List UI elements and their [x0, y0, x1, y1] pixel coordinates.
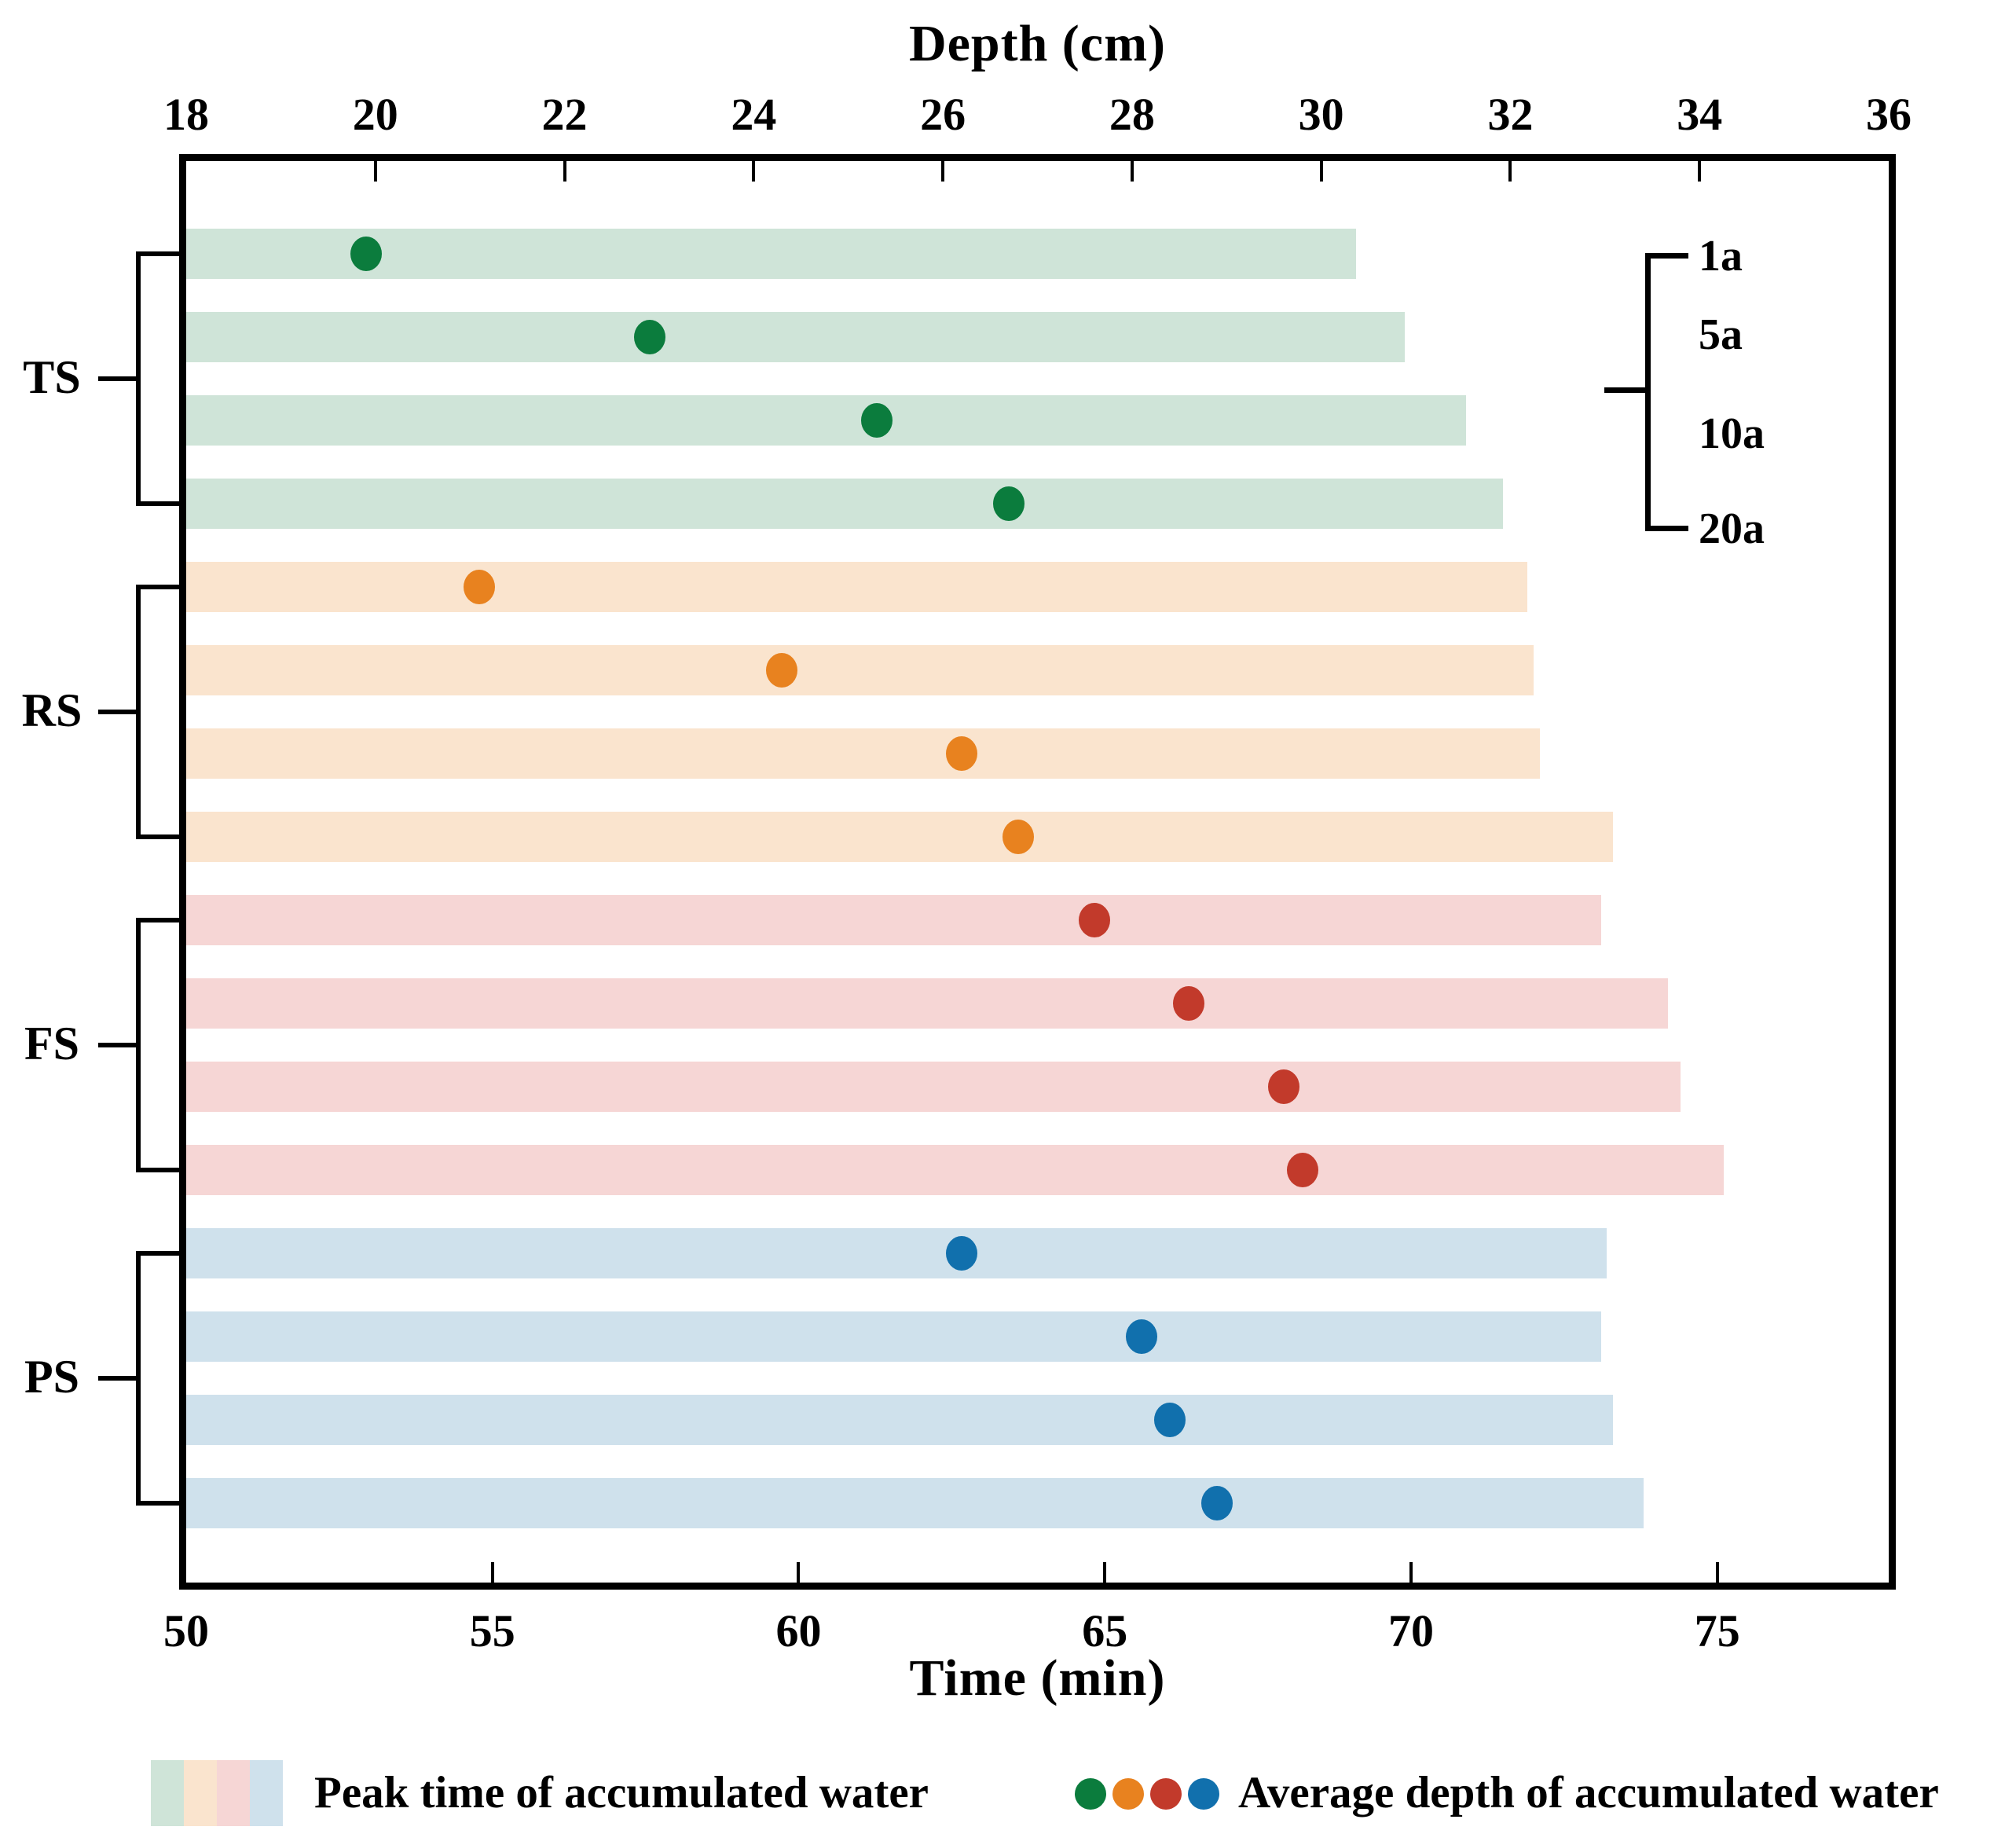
bottom-tick-label-60: 60: [775, 1605, 822, 1656]
legend-dot-PS: [1188, 1778, 1219, 1810]
bottom-tick-65: [1103, 1562, 1107, 1583]
legend-dot-RS: [1112, 1778, 1144, 1810]
top-tick-label-20: 20: [352, 89, 398, 140]
bottom-tick-55: [490, 1562, 494, 1583]
bottom-tick-label-55: 55: [469, 1605, 515, 1656]
top-tick-label-32: 32: [1487, 89, 1534, 140]
dot-PS-10a: [1154, 1403, 1186, 1437]
bottom-tick-label-65: 65: [1082, 1605, 1128, 1656]
top-tick-label-36: 36: [1866, 89, 1912, 140]
dot-RS-1a: [464, 570, 496, 604]
top-tick-label-18: 18: [163, 89, 209, 140]
legend-dot-TS: [1075, 1778, 1106, 1810]
top-tick-34: [1698, 161, 1702, 182]
bar-PS-20a: [186, 1478, 1644, 1528]
group-label-FS: FS: [24, 1018, 80, 1069]
bottom-axis-title: Time (min): [909, 1649, 1166, 1707]
dot-FS-5a: [1173, 986, 1205, 1021]
dot-TS-20a: [993, 486, 1025, 521]
bottom-tick-label-70: 70: [1387, 1605, 1434, 1656]
bottom-tick-70: [1409, 1562, 1413, 1583]
legend-bars-label: Peak time of accumulated water: [314, 1768, 929, 1817]
bar-TS-20a: [186, 479, 1503, 529]
top-tick-32: [1508, 161, 1512, 182]
plot-area: TS RS FS PS 1a 5a 10a 20a: [22, 154, 1896, 1590]
bar-TS-5a: [186, 312, 1406, 362]
bar-TS-10a: [186, 395, 1467, 446]
group-bracket-FS: [136, 918, 186, 1172]
legend-swatch-stripe-FS: [217, 1760, 250, 1826]
dot-FS-10a: [1267, 1069, 1299, 1104]
return-period-label-20a: 20a: [1699, 504, 1765, 553]
group-label-TS: TS: [23, 351, 81, 403]
top-tick-26: [941, 161, 945, 182]
bar-PS-5a: [186, 1311, 1601, 1362]
dot-PS-20a: [1201, 1486, 1233, 1520]
legend-dot-FS: [1150, 1778, 1182, 1810]
return-period-bracket-bottom-cap: [1645, 526, 1688, 531]
top-tick-label-30: 30: [1298, 89, 1344, 140]
bar-FS-10a: [186, 1062, 1681, 1112]
group-bracket-RS: [136, 585, 186, 839]
group-label-RS: RS: [21, 684, 82, 736]
group-bracket-PS: [136, 1251, 186, 1506]
dot-TS-10a: [860, 403, 893, 438]
bottom-tick-label-75: 75: [1694, 1605, 1740, 1656]
legend-dots-label: Average depth of accumulated water: [1238, 1768, 1939, 1817]
top-axis-title: Depth (cm): [908, 15, 1167, 72]
group-label-PS: PS: [24, 1351, 80, 1403]
legend-bar-swatch: [151, 1760, 283, 1826]
dot-RS-10a: [946, 736, 978, 771]
return-period-label-10a: 10a: [1699, 409, 1765, 458]
top-tick-label-22: 22: [541, 89, 588, 140]
top-tick-20: [373, 161, 377, 182]
top-tick-24: [752, 161, 756, 182]
group-tick-FS: [98, 1043, 136, 1047]
bar-RS-20a: [186, 812, 1614, 862]
bar-FS-5a: [186, 978, 1669, 1029]
dot-RS-20a: [1003, 820, 1035, 854]
legend-swatch-stripe-RS: [184, 1760, 217, 1826]
bottom-tick-label-50: 50: [163, 1605, 209, 1656]
bar-RS-1a: [186, 562, 1528, 612]
bar-RS-5a: [186, 645, 1534, 695]
top-tick-30: [1319, 161, 1323, 182]
legend-swatch-stripe-TS: [151, 1760, 184, 1826]
return-period-bracket-top-cap: [1645, 253, 1688, 259]
return-period-label-1a: 1a: [1699, 232, 1743, 281]
bottom-tick-60: [797, 1562, 801, 1583]
dot-TS-1a: [350, 237, 382, 271]
bottom-tick-75: [1715, 1562, 1719, 1583]
dot-PS-5a: [1125, 1319, 1157, 1354]
bar-FS-1a: [186, 895, 1601, 945]
group-tick-TS: [98, 376, 136, 381]
return-period-label-5a: 5a: [1699, 310, 1743, 359]
group-tick-RS: [98, 710, 136, 714]
dot-FS-1a: [1078, 903, 1110, 937]
bar-PS-1a: [186, 1228, 1607, 1278]
return-period-bracket-vertical: [1645, 253, 1651, 531]
bar-FS-20a: [186, 1145, 1724, 1195]
top-tick-label-34: 34: [1677, 89, 1723, 140]
dot-TS-5a: [633, 320, 665, 354]
return-period-bracket-mid-tick: [1604, 387, 1645, 393]
group-tick-PS: [98, 1376, 136, 1381]
top-tick-22: [563, 161, 566, 182]
top-tick-label-26: 26: [920, 89, 966, 140]
top-tick-label-24: 24: [731, 89, 777, 140]
legend-swatch-stripe-PS: [250, 1760, 283, 1826]
dot-PS-1a: [946, 1236, 978, 1271]
dot-FS-20a: [1286, 1153, 1318, 1187]
top-tick-label-28: 28: [1109, 89, 1155, 140]
group-bracket-TS: [136, 251, 186, 506]
bar-PS-10a: [186, 1395, 1614, 1445]
dot-RS-5a: [766, 653, 798, 688]
bar-RS-10a: [186, 728, 1540, 779]
top-tick-28: [1130, 161, 1134, 182]
